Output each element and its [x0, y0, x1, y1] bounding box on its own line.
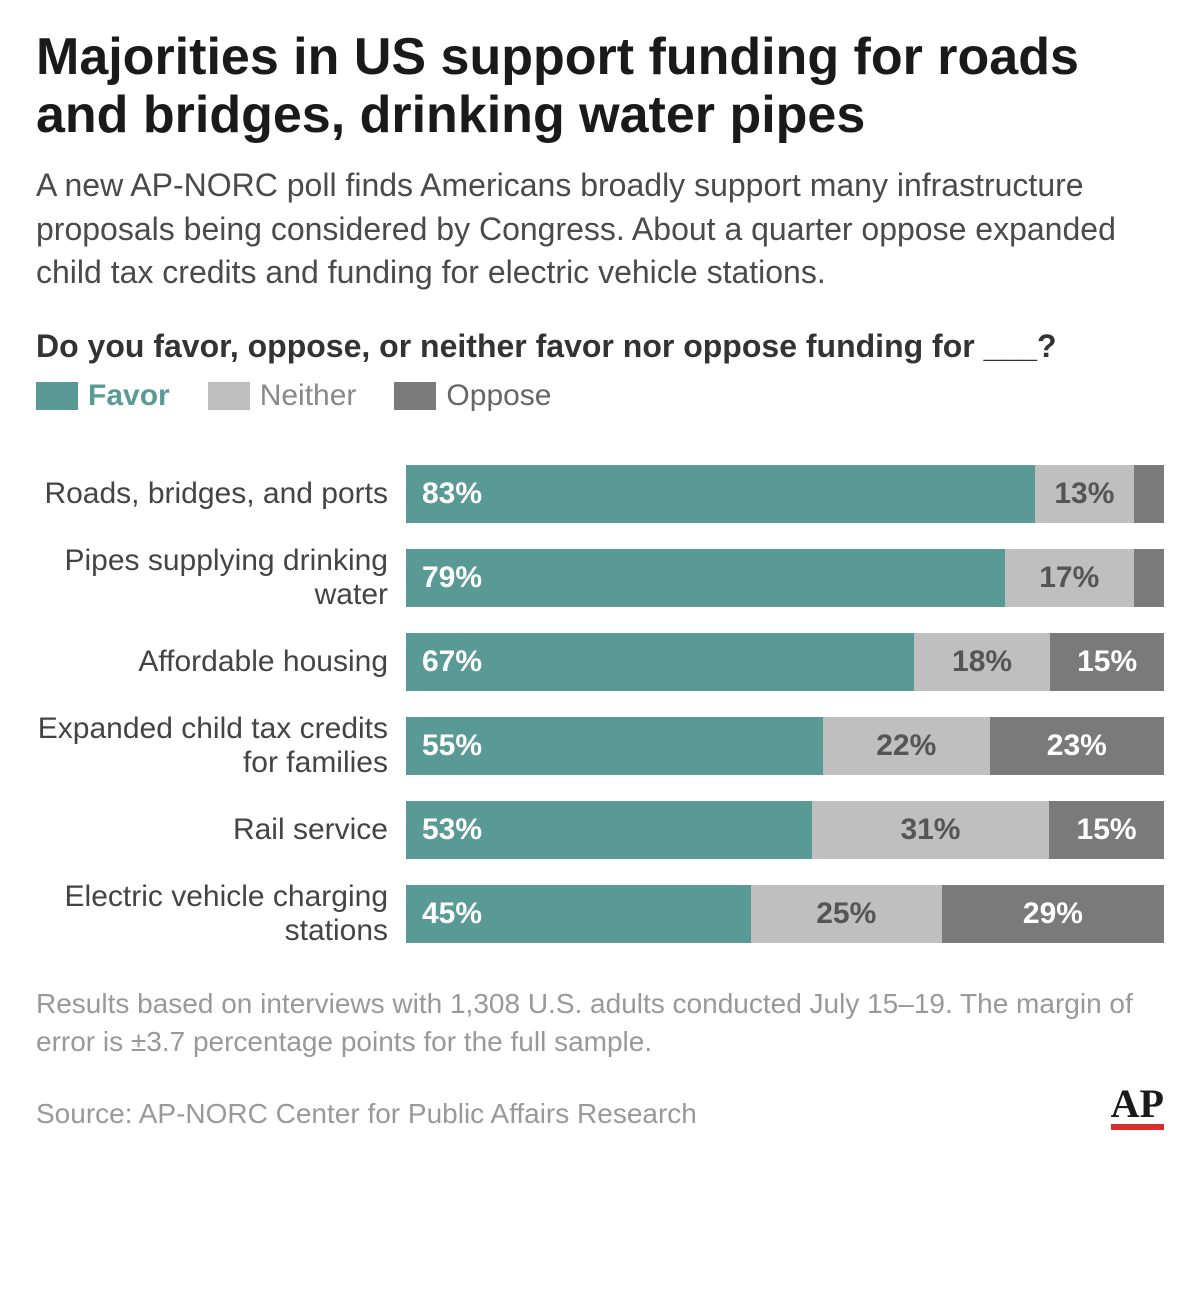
- bar-wrap: 79%17%: [406, 549, 1164, 607]
- bar-segment-oppose: [1134, 549, 1164, 607]
- bar-segment-oppose: 29%: [942, 885, 1164, 943]
- legend: Favor Neither Oppose: [36, 379, 1164, 413]
- bar-segment-favor: 83%: [406, 465, 1035, 523]
- bar-segment-oppose: [1134, 465, 1164, 523]
- chart-row: Electric vehicle charging stations45%25%…: [36, 877, 1164, 951]
- swatch-oppose: [394, 382, 436, 410]
- legend-item-favor: Favor: [36, 379, 170, 413]
- row-label: Affordable housing: [36, 645, 406, 680]
- bar-wrap: 55%22%23%: [406, 717, 1164, 775]
- row-label: Pipes supplying drinking water: [36, 544, 406, 613]
- bar-segment-neither: 22%: [823, 717, 990, 775]
- chart-title: Majorities in US support funding for roa…: [36, 28, 1164, 144]
- chart-row: Roads, bridges, and ports83%13%: [36, 457, 1164, 531]
- row-label: Electric vehicle charging stations: [36, 880, 406, 949]
- chart-row: Rail service53%31%15%: [36, 793, 1164, 867]
- bar-segment-oppose: 23%: [990, 717, 1164, 775]
- bar-segment-neither: 13%: [1035, 465, 1134, 523]
- bar-segment-neither: 17%: [1005, 549, 1134, 607]
- chart-subtitle: A new AP-NORC poll finds Americans broad…: [36, 164, 1164, 294]
- source-line: Source: AP-NORC Center for Public Affair…: [36, 1098, 697, 1130]
- methodology-note: Results based on interviews with 1,308 U…: [36, 985, 1164, 1061]
- bar-segment-neither: 31%: [812, 801, 1049, 859]
- legend-label-neither: Neither: [260, 379, 357, 413]
- ap-logo: AP: [1111, 1085, 1164, 1130]
- footer: Source: AP-NORC Center for Public Affair…: [36, 1085, 1164, 1130]
- row-label: Expanded child tax credits for families: [36, 712, 406, 781]
- row-label: Rail service: [36, 813, 406, 848]
- swatch-favor: [36, 382, 78, 410]
- bar-segment-favor: 53%: [406, 801, 812, 859]
- chart-row: Pipes supplying drinking water79%17%: [36, 541, 1164, 615]
- bar-segment-neither: 18%: [914, 633, 1050, 691]
- stacked-bar-chart: Roads, bridges, and ports83%13%Pipes sup…: [36, 457, 1164, 951]
- bar-segment-favor: 55%: [406, 717, 823, 775]
- bar-segment-oppose: 15%: [1050, 633, 1164, 691]
- legend-label-oppose: Oppose: [446, 379, 551, 413]
- chart-row: Affordable housing67%18%15%: [36, 625, 1164, 699]
- bar-segment-favor: 67%: [406, 633, 914, 691]
- legend-item-neither: Neither: [208, 379, 357, 413]
- legend-label-favor: Favor: [88, 379, 170, 413]
- bar-wrap: 53%31%15%: [406, 801, 1164, 859]
- bar-segment-favor: 45%: [406, 885, 751, 943]
- legend-item-oppose: Oppose: [394, 379, 551, 413]
- bar-segment-favor: 79%: [406, 549, 1005, 607]
- chart-row: Expanded child tax credits for families5…: [36, 709, 1164, 783]
- bar-wrap: 45%25%29%: [406, 885, 1164, 943]
- bar-wrap: 83%13%: [406, 465, 1164, 523]
- row-label: Roads, bridges, and ports: [36, 477, 406, 512]
- swatch-neither: [208, 382, 250, 410]
- bar-wrap: 67%18%15%: [406, 633, 1164, 691]
- bar-segment-oppose: 15%: [1049, 801, 1164, 859]
- bar-segment-neither: 25%: [751, 885, 942, 943]
- survey-question: Do you favor, oppose, or neither favor n…: [36, 328, 1164, 365]
